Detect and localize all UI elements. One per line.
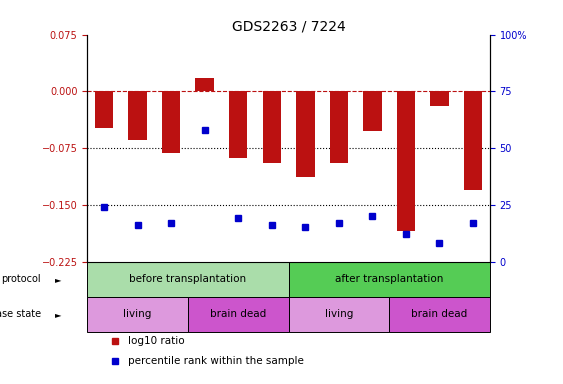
Bar (188, 297, 289, 332)
Text: disease state: disease state (0, 310, 41, 319)
Bar (430, 91, 449, 106)
Bar (87, 297, 188, 332)
Bar (162, 91, 180, 153)
Bar (363, 91, 382, 131)
Text: log10 ratio: log10 ratio (128, 336, 184, 346)
Text: living: living (123, 310, 152, 319)
Bar (464, 91, 482, 190)
Text: living: living (325, 310, 353, 319)
Bar (289, 262, 490, 297)
Bar (262, 91, 281, 163)
Text: protocol: protocol (1, 274, 41, 284)
Text: brain dead: brain dead (412, 310, 468, 319)
Bar (289, 297, 389, 332)
Bar (95, 91, 113, 127)
Text: percentile rank within the sample: percentile rank within the sample (128, 356, 303, 366)
Bar (296, 91, 315, 177)
Bar (229, 91, 248, 158)
Bar (87, 262, 289, 297)
Bar (195, 78, 214, 91)
Bar (329, 91, 348, 163)
Text: before transplantation: before transplantation (129, 274, 247, 284)
Text: after transplantation: after transplantation (335, 274, 443, 284)
Text: brain dead: brain dead (210, 310, 266, 319)
Bar (397, 91, 415, 231)
Bar (389, 297, 490, 332)
Bar (128, 91, 147, 141)
Text: ►: ► (55, 310, 61, 319)
Title: GDS2263 / 7224: GDS2263 / 7224 (231, 20, 346, 33)
Text: ►: ► (55, 275, 61, 284)
